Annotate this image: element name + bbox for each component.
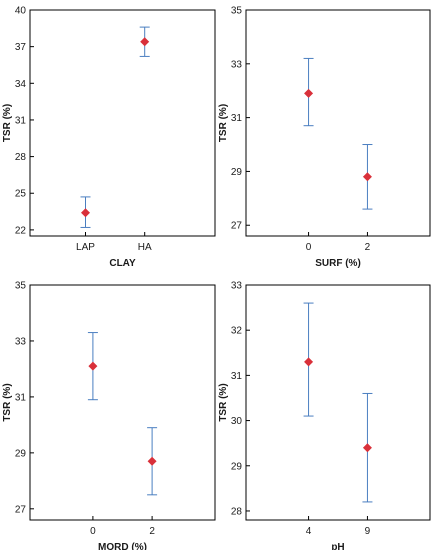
x-axis-label: pH <box>331 542 344 550</box>
x-tick-label: 0 <box>90 526 96 537</box>
y-tick-label: 31 <box>15 115 27 126</box>
chart-panel: 27 29 31 33 35 0 2 SURF (%) TSR (%) <box>218 6 431 269</box>
y-tick-label: 30 <box>231 416 243 427</box>
y-axis-label: TSR (%) <box>218 383 229 421</box>
y-tick-label: 31 <box>231 371 243 382</box>
x-axis-label: SURF (%) <box>315 258 361 269</box>
x-axis-label: CLAY <box>109 258 136 269</box>
y-tick-label: 33 <box>15 336 27 347</box>
y-tick-label: 25 <box>15 189 27 200</box>
y-tick-label: 29 <box>231 461 243 472</box>
x-tick-label: 9 <box>365 526 371 537</box>
y-tick-label: 33 <box>231 281 243 292</box>
y-tick-label: 29 <box>15 448 27 459</box>
y-tick-label: 35 <box>231 6 243 17</box>
chart-panel: 28 29 30 31 32 33 4 9 pH TSR (%) <box>218 281 431 550</box>
mean-marker <box>147 456 157 466</box>
y-tick-label: 40 <box>15 6 27 17</box>
x-tick-label: 2 <box>149 526 155 537</box>
mean-marker <box>140 37 150 47</box>
y-tick-label: 31 <box>15 392 27 403</box>
plot-frame <box>245 284 431 521</box>
y-axis-label: TSR (%) <box>218 104 229 142</box>
plot-frame <box>29 9 216 237</box>
y-tick-label: 34 <box>15 79 27 90</box>
mean-marker <box>362 443 372 453</box>
mean-marker <box>304 357 314 367</box>
x-tick-label: 0 <box>306 242 312 253</box>
y-tick-label: 31 <box>231 113 243 124</box>
mean-marker <box>88 361 98 371</box>
y-tick-label: 29 <box>231 167 243 178</box>
y-tick-label: 35 <box>15 281 27 292</box>
x-axis-label: MORD (%) <box>98 542 147 550</box>
y-axis-label: TSR (%) <box>2 104 13 142</box>
mean-marker <box>304 88 314 98</box>
x-tick-label: 2 <box>365 242 371 253</box>
mean-marker <box>362 172 372 182</box>
y-tick-label: 33 <box>231 59 243 70</box>
y-tick-label: 32 <box>231 326 243 337</box>
x-tick-label: HA <box>138 242 152 253</box>
y-tick-label: 22 <box>15 225 27 236</box>
y-tick-label: 27 <box>15 504 27 515</box>
y-tick-label: 27 <box>231 221 243 232</box>
y-axis-label: TSR (%) <box>2 383 13 421</box>
x-tick-label: LAP <box>76 242 95 253</box>
mean-marker <box>81 208 90 218</box>
y-tick-label: 28 <box>15 152 27 163</box>
plot-frame <box>29 284 216 521</box>
plot-frame <box>245 9 431 237</box>
y-tick-label: 37 <box>15 42 27 53</box>
y-tick-label: 28 <box>231 506 243 517</box>
x-tick-label: 4 <box>306 526 312 537</box>
